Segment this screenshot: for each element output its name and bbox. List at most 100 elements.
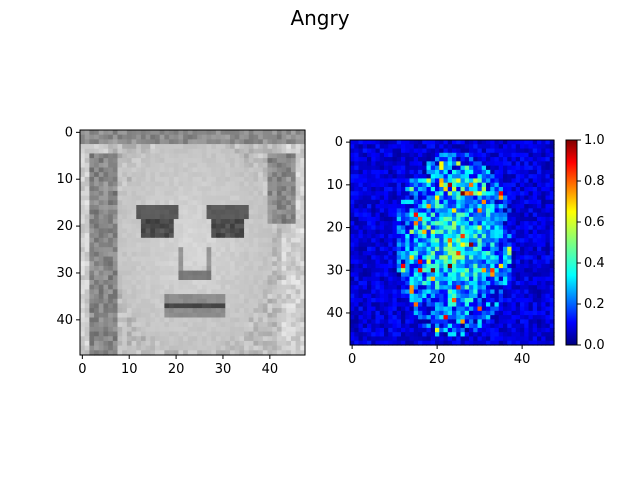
face-pixel [169, 322, 175, 328]
face-pixel [197, 251, 203, 258]
face-pixel [248, 162, 255, 169]
face-pixel [136, 228, 142, 234]
face-pixel [145, 251, 151, 258]
face-pixel [192, 294, 198, 300]
face-pixel [183, 134, 189, 140]
face-pixel [281, 172, 287, 178]
face-pixel [117, 251, 123, 258]
face-pixel [262, 270, 269, 276]
face-pixel [239, 219, 245, 225]
face-pixel [178, 205, 184, 211]
saliency-pixel [452, 340, 457, 346]
face-pixel [290, 139, 297, 145]
face-pixel [94, 322, 100, 328]
face-pixel [267, 340, 273, 347]
saliency-pixel [350, 302, 355, 308]
saliency-pixel [520, 182, 525, 188]
face-pixel [169, 219, 175, 225]
saliency-pixel [537, 186, 542, 192]
saliency-pixel [405, 242, 411, 248]
face-pixel [286, 148, 292, 155]
saliency-pixel [413, 289, 419, 295]
face-pixel [178, 134, 184, 140]
saliency-pixel [520, 161, 525, 167]
face-pixel [183, 190, 189, 197]
saliency-pixel [452, 259, 457, 265]
saliency-pixel [430, 208, 436, 214]
face-pixel [112, 289, 119, 295]
saliency-pixel [430, 191, 436, 197]
saliency-pixel [452, 178, 457, 184]
saliency-pixel [515, 272, 521, 278]
saliency-pixel [443, 263, 449, 269]
face-pixel [103, 209, 109, 215]
face-pixel [290, 223, 297, 230]
saliency-pixel [507, 310, 513, 316]
saliency-pixel [515, 327, 521, 333]
face-pixel [281, 350, 287, 356]
face-pixel [272, 350, 278, 356]
saliency-pixel [371, 152, 377, 158]
saliency-pixel [362, 259, 368, 265]
face-pixel [159, 237, 165, 244]
saliency-pixel [545, 332, 551, 338]
face-pixel [108, 148, 114, 155]
face-pixel [98, 153, 105, 159]
saliency-pixel [384, 186, 389, 192]
saliency-pixel [528, 212, 534, 218]
saliency-pixel [430, 199, 436, 205]
face-pixel [276, 312, 283, 319]
saliency-pixel [481, 204, 487, 209]
face-pixel [169, 214, 175, 220]
saliency-pixel [379, 152, 385, 158]
face-pixel [215, 336, 222, 342]
face-pixel [80, 322, 86, 328]
face-pixel [230, 228, 236, 234]
face-pixel [295, 312, 301, 319]
face-pixel [140, 265, 147, 272]
face-pixel [155, 228, 161, 234]
saliency-pixel [545, 246, 551, 252]
saliency-pixel [443, 255, 449, 261]
saliency-pixel [452, 251, 457, 256]
saliency-pixel [511, 272, 517, 278]
saliency-pixel [447, 323, 453, 329]
face-pixel [122, 312, 128, 319]
saliency-pixel [354, 315, 360, 320]
saliency-pixel [362, 285, 368, 291]
saliency-pixel [520, 336, 525, 342]
face-pixel [178, 336, 184, 342]
saliency-pixel [545, 199, 551, 205]
face-pixel [281, 340, 287, 347]
face-pixel [286, 228, 292, 234]
saliency-pixel [418, 268, 423, 273]
saliency-pixel [507, 276, 513, 282]
face-pixel [89, 247, 95, 253]
saliency-pixel [537, 340, 542, 346]
saliency-pixel [379, 161, 385, 167]
saliency-pixel [409, 340, 415, 346]
saliency-pixel [507, 242, 513, 248]
saliency-pixel [469, 276, 474, 282]
saliency-pixel [469, 242, 474, 248]
saliency-pixel [396, 191, 402, 197]
saliency-pixel [388, 259, 394, 265]
saliency-pixel [443, 161, 449, 167]
face-pixel [239, 153, 245, 159]
saliency-pixel [520, 315, 525, 320]
saliency-pixel [367, 152, 372, 158]
face-pixel [145, 167, 151, 173]
face-pixel [253, 190, 259, 197]
saliency-pixel [494, 233, 500, 239]
face-pixel [131, 181, 137, 187]
face-pixel [94, 256, 100, 262]
face-pixel [126, 130, 133, 136]
saliency-pixel [494, 280, 500, 286]
saliency-pixel [520, 272, 525, 278]
face-pixel [112, 195, 119, 201]
face-pixel [295, 139, 301, 145]
face-pixel [230, 205, 236, 211]
saliency-pixel [520, 169, 525, 175]
face-pixel [295, 242, 301, 248]
face-pixel [136, 294, 142, 300]
